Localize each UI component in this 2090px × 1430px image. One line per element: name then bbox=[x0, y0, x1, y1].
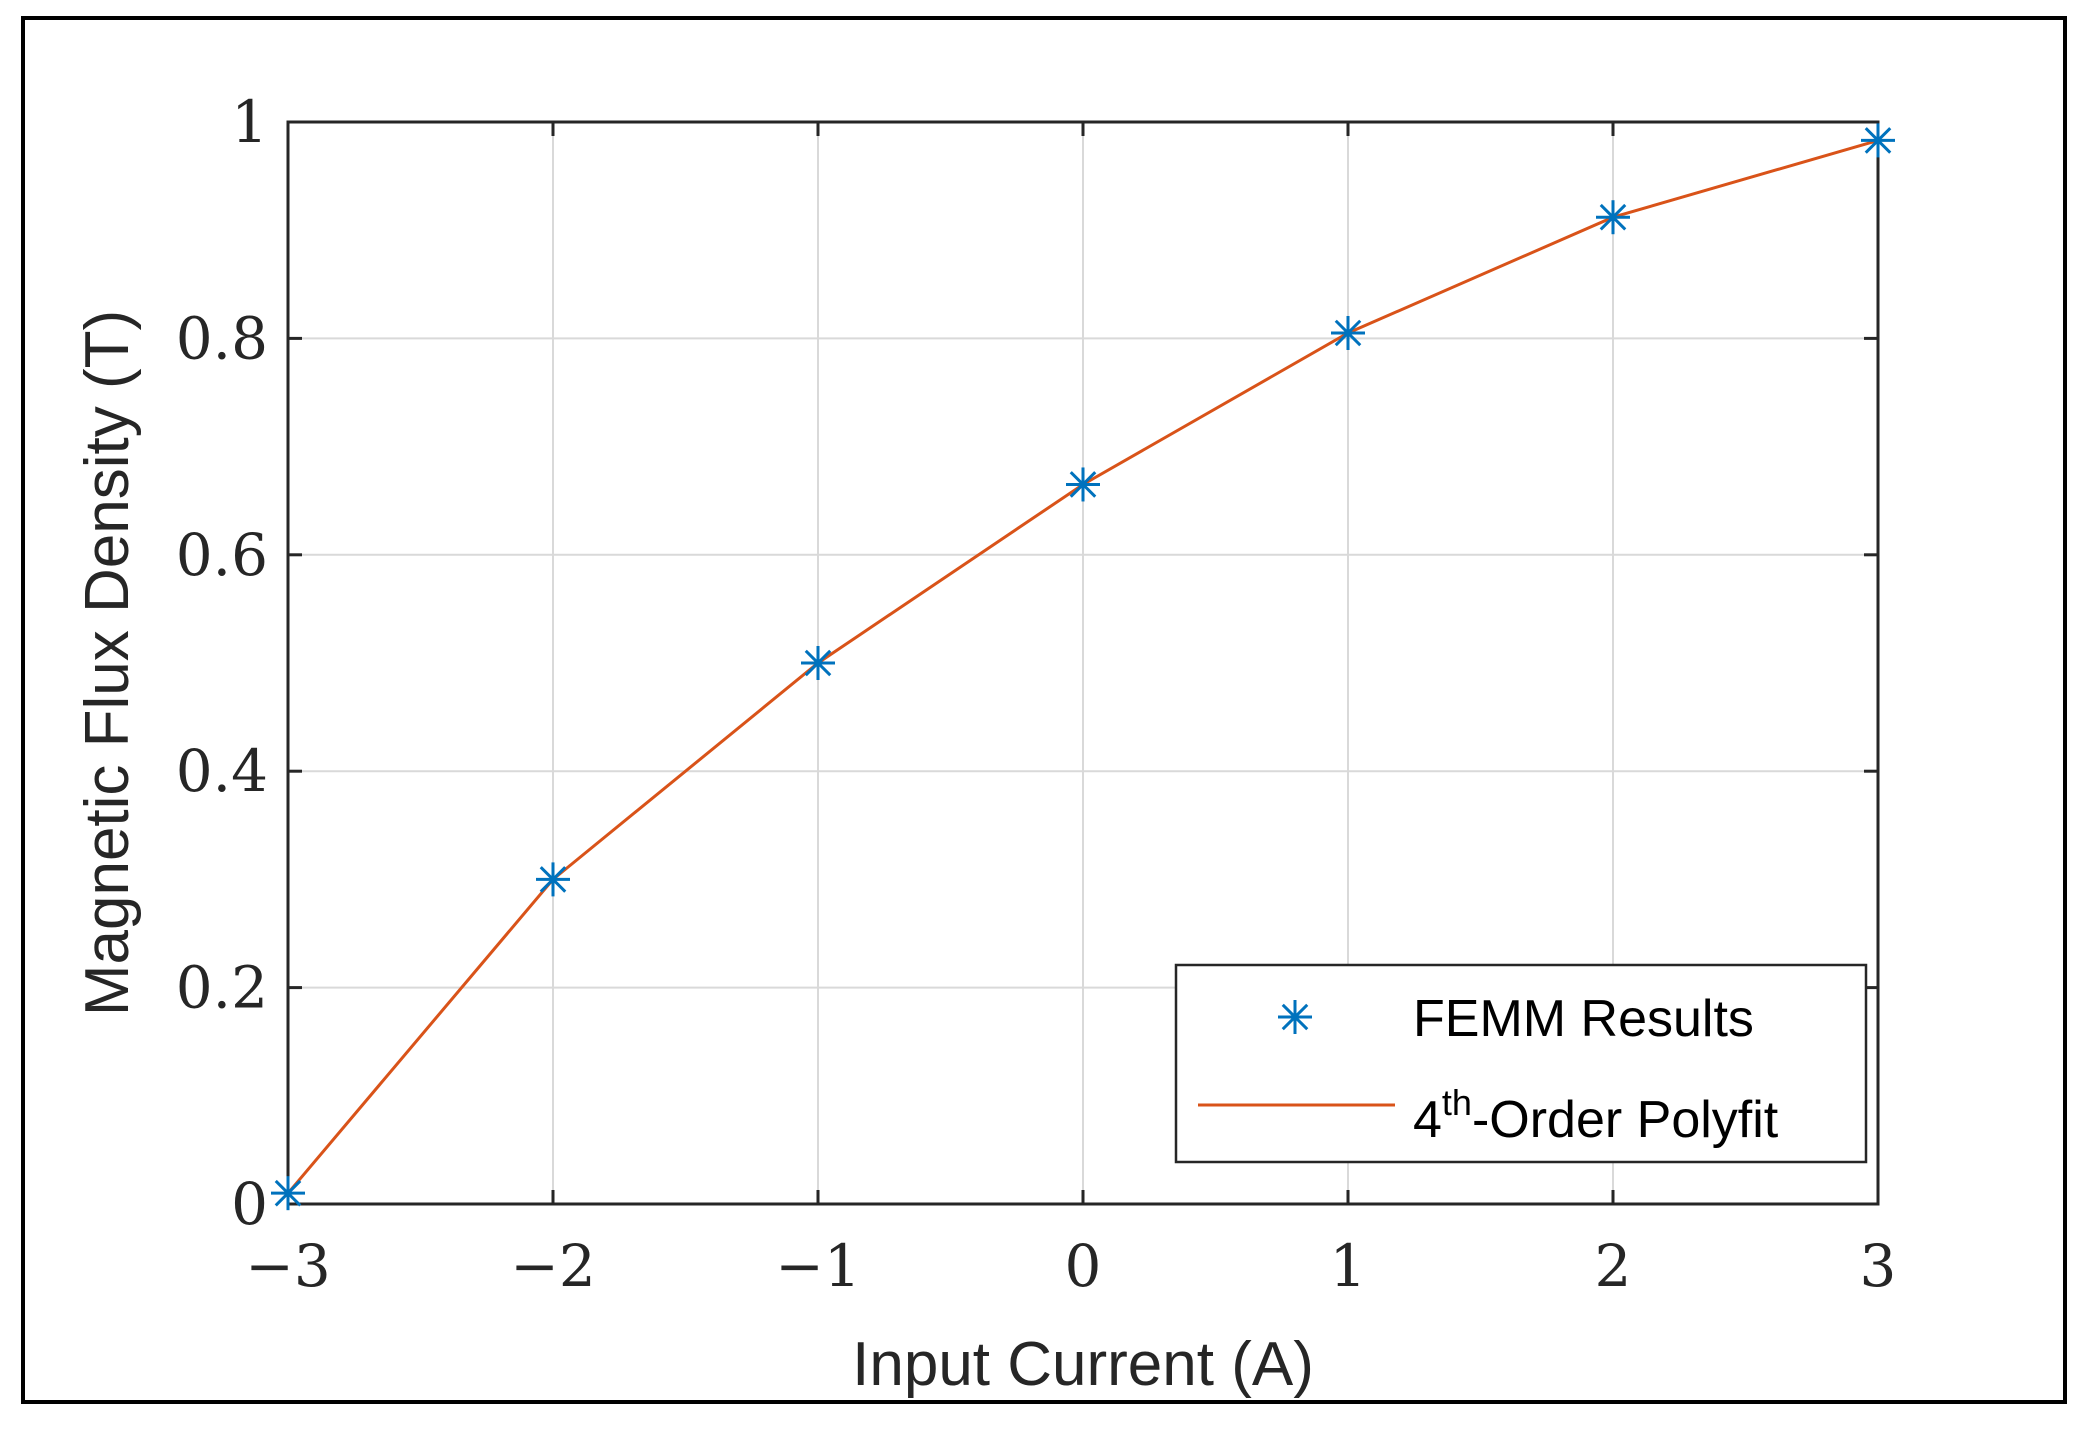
x-tick-label: 1 bbox=[1330, 1232, 1367, 1300]
femm-point bbox=[271, 1176, 305, 1211]
x-tick-label: −3 bbox=[245, 1232, 331, 1300]
legend-femm-star bbox=[1278, 1000, 1312, 1034]
femm-series bbox=[271, 123, 1895, 1211]
femm-point bbox=[1331, 315, 1365, 350]
x-tick-labels: −3 −2 −1 0 1 2 3 bbox=[245, 1232, 1896, 1300]
femm-point bbox=[536, 862, 570, 897]
x-tick-label: 2 bbox=[1595, 1232, 1632, 1300]
x-tick-label: 0 bbox=[1065, 1232, 1102, 1300]
legend-label-fit: 4th-Order Polyfit bbox=[1413, 1082, 1779, 1149]
y-tick-label: 1 bbox=[231, 88, 268, 156]
y-tick-label: 0 bbox=[231, 1170, 268, 1238]
femm-point bbox=[1066, 467, 1100, 502]
y-tick-labels: 0 0.2 0.4 0.6 0.8 1 bbox=[176, 88, 268, 1238]
y-tick-label: 0.2 bbox=[176, 954, 268, 1022]
femm-point bbox=[801, 646, 835, 680]
x-tick-label: −1 bbox=[775, 1232, 861, 1300]
y-tick-label: 0.4 bbox=[176, 737, 268, 805]
legend-fit-suffix: -Order Polyfit bbox=[1472, 1091, 1779, 1149]
y-axis-title: Magnetic Flux Density (T) bbox=[73, 310, 142, 1016]
legend-femm-marker bbox=[1278, 1000, 1312, 1034]
legend-fit-sup: th bbox=[1442, 1082, 1472, 1123]
figure-frame bbox=[21, 16, 2067, 1404]
x-axis-title: Input Current (A) bbox=[852, 1330, 1314, 1399]
femm-point bbox=[1861, 123, 1895, 158]
femm-point bbox=[1596, 200, 1630, 235]
legend-fit-base: 4 bbox=[1413, 1091, 1442, 1149]
y-tick-label: 0.6 bbox=[176, 521, 268, 589]
legend-label-femm: FEMM Results bbox=[1413, 990, 1754, 1048]
ticks bbox=[286, 120, 1880, 1206]
legend-box bbox=[1174, 963, 1868, 1164]
x-tick-label: 3 bbox=[1860, 1232, 1897, 1300]
x-tick-label: −2 bbox=[510, 1232, 596, 1300]
legend: FEMM Results 4th-Order Polyfit bbox=[1174, 963, 1868, 1164]
y-tick-label: 0.8 bbox=[176, 304, 268, 372]
